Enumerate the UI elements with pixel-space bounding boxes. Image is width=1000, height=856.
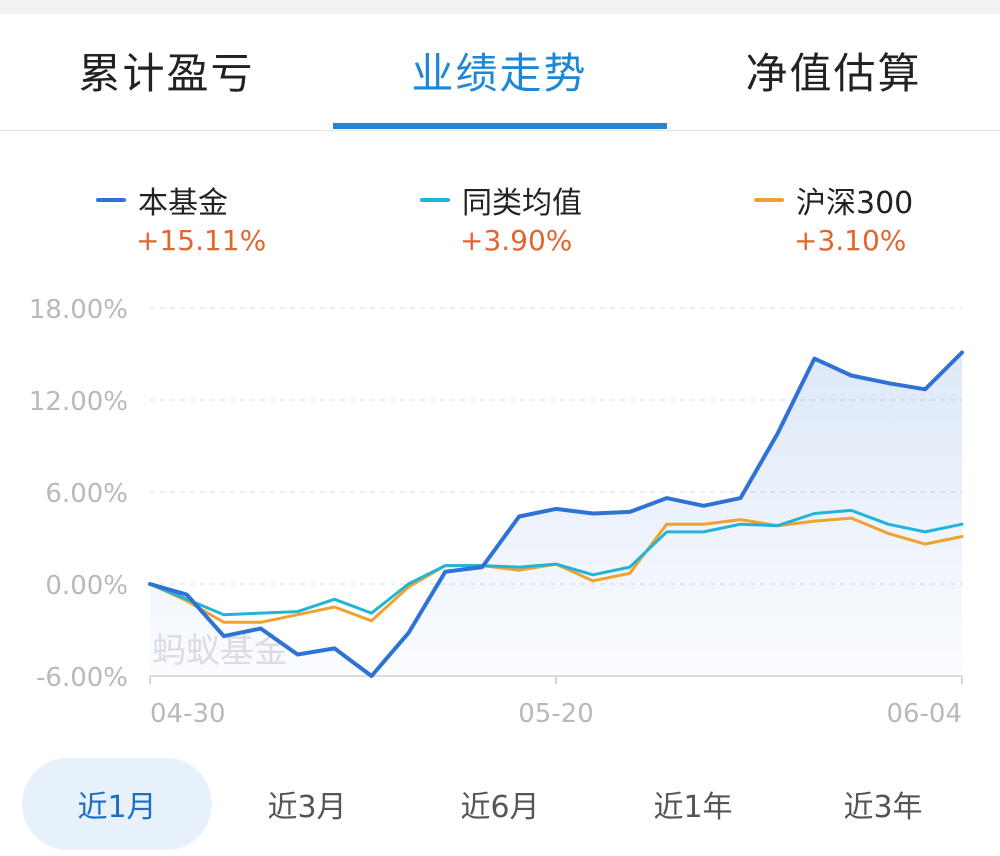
series-line-fund xyxy=(148,350,964,678)
period-3y-button[interactable]: 近3年 xyxy=(843,790,923,825)
legend-label-fund: 本基金 xyxy=(138,186,228,221)
tab-performance-trend[interactable]: 业绩走势 xyxy=(411,48,588,98)
x-tick-label: 05-20 xyxy=(518,699,594,729)
period-6m-button[interactable]: 近6月 xyxy=(460,790,540,825)
period-selector: 近1月 近3月 近6月 近1年 近3年 xyxy=(0,758,1000,850)
period-3m-button[interactable]: 近3月 xyxy=(267,790,347,825)
legend-item-category-avg: 同类均值 +3.90% xyxy=(420,178,582,257)
x-tick-label: 04-30 xyxy=(150,699,226,729)
legend-item-csi300: 沪深300 +3.10% xyxy=(754,178,913,257)
y-tick-label: 0.00% xyxy=(45,571,128,601)
y-tick-label: 6.00% xyxy=(45,479,128,509)
legend-value-fund: +15.11% xyxy=(136,224,267,257)
legend-item-fund: 本基金 +15.11% xyxy=(96,178,266,257)
period-1m-button[interactable]: 近1月 xyxy=(22,758,212,850)
watermark-text: 蚂蚁基金 xyxy=(152,631,288,671)
tab-cumulative-pnl[interactable]: 累计盈亏 xyxy=(78,48,255,98)
legend-swatch-category-avg xyxy=(420,198,450,202)
y-tick-label: 12.00% xyxy=(29,387,128,417)
legend-swatch-fund xyxy=(96,198,126,202)
legend-value-csi300: +3.10% xyxy=(794,224,907,257)
tab-bar: 累计盈亏 业绩走势 净值估算 xyxy=(0,14,1000,131)
legend-label-category-avg: 同类均值 xyxy=(462,186,582,221)
legend-swatch-csi300 xyxy=(754,198,784,202)
legend-value-category-avg: +3.90% xyxy=(460,224,573,257)
tab-nav-estimate[interactable]: 净值估算 xyxy=(745,48,922,98)
active-tab-indicator xyxy=(333,123,667,129)
period-1y-button[interactable]: 近1年 xyxy=(653,790,733,825)
y-tick-label: -6.00% xyxy=(36,663,128,693)
series-area-fund xyxy=(150,352,962,676)
chart-legend: 本基金 +15.11% 同类均值 +3.90% 沪深300 +3.10% xyxy=(0,178,1000,258)
legend-label-csi300: 沪深300 xyxy=(796,186,914,221)
x-tick-label: 06-04 xyxy=(886,699,962,729)
y-tick-label: 18.00% xyxy=(29,295,128,325)
series-line-category-avg xyxy=(148,508,964,617)
status-strip xyxy=(0,0,1000,14)
performance-chart: 蚂蚁基金 18.00% 12.00% 6.00% 0.00% -6.00% 04-30 05… xyxy=(29,295,964,729)
